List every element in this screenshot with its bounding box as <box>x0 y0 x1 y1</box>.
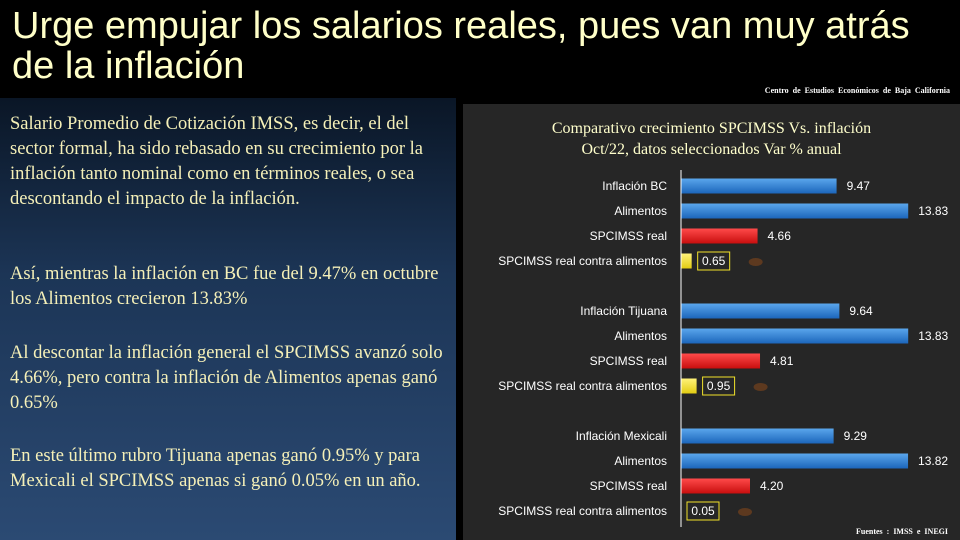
category-label: Alimentos <box>614 204 667 218</box>
value-label: 9.47 <box>847 179 871 193</box>
paragraph-3: Al descontar la inflación general el SPC… <box>10 343 443 413</box>
category-label: SPCIMSS real <box>590 229 667 243</box>
paragraph-1: Salario Promedio de Cotización IMSS, es … <box>10 114 424 209</box>
decorative-dot <box>753 383 768 391</box>
bar <box>681 328 909 344</box>
category-label: Inflación Tijuana <box>580 304 667 318</box>
chart-panel: Comparativo crecimiento SPCIMSS Vs. infl… <box>463 104 960 540</box>
title-bar: Urge empujar los salarios reales, pues v… <box>0 0 960 98</box>
bar <box>681 353 761 369</box>
category-label: SPCIMSS real <box>590 479 667 493</box>
value-label: 0.65 <box>702 254 726 268</box>
value-label: 0.95 <box>707 379 731 393</box>
bar <box>681 253 692 269</box>
category-label: Alimentos <box>614 454 667 468</box>
bar <box>681 428 834 444</box>
chart-title: Comparativo crecimiento SPCIMSS Vs. infl… <box>463 118 960 160</box>
category-label: SPCIMSS real <box>590 354 667 368</box>
value-label: 4.20 <box>760 479 784 493</box>
slide-title: Urge empujar los salarios reales, pues v… <box>12 5 910 87</box>
bar <box>681 178 837 194</box>
bar-chart: Inflación BC 9.47 Alimentos 13.83 SPCIMSS re… <box>498 170 949 527</box>
decorative-dot <box>748 258 763 266</box>
value-label: 9.29 <box>844 429 868 443</box>
value-label: 13.83 <box>918 204 948 218</box>
category-label: SPCIMSS real contra alimentos <box>498 379 667 393</box>
bar <box>681 453 909 469</box>
bar <box>681 228 758 244</box>
category-label: SPCIMSS real contra alimentos <box>498 504 667 518</box>
category-label: Alimentos <box>614 329 667 343</box>
text-panel: Salario Promedio de Cotización IMSS, es … <box>0 98 456 540</box>
category-label: Inflación BC <box>602 179 667 193</box>
decorative-dot <box>738 508 752 516</box>
bar <box>681 378 697 394</box>
value-label: 9.64 <box>849 304 873 318</box>
value-label: 0.05 <box>691 504 715 518</box>
organization-label: Centro de Estudios Económicos de Baja Ca… <box>764 86 950 95</box>
value-label: 13.82 <box>918 454 948 468</box>
value-label: 13.83 <box>918 329 948 343</box>
value-label-box <box>702 376 736 396</box>
value-label: 4.66 <box>768 229 792 243</box>
paragraph-4: En este último rubro Tijuana apenas ganó… <box>10 446 421 491</box>
chart-title-line-2: Oct/22, datos seleccionados Var % anual <box>581 141 842 158</box>
bar <box>681 303 840 319</box>
chart-title-line-1: Comparativo crecimiento SPCIMSS Vs. infl… <box>551 120 872 137</box>
value-label-box <box>697 251 731 271</box>
sources-label: Fuentes : IMSS e INEGI <box>855 527 948 536</box>
value-label: 4.81 <box>770 354 794 368</box>
bar <box>681 478 750 494</box>
category-label: Inflación Mexicali <box>576 429 667 443</box>
value-label-box <box>686 501 720 521</box>
bar <box>681 203 909 219</box>
paragraph-2: Así, mientras la inflación en BC fue del… <box>10 264 439 309</box>
category-label: SPCIMSS real contra alimentos <box>498 254 667 268</box>
